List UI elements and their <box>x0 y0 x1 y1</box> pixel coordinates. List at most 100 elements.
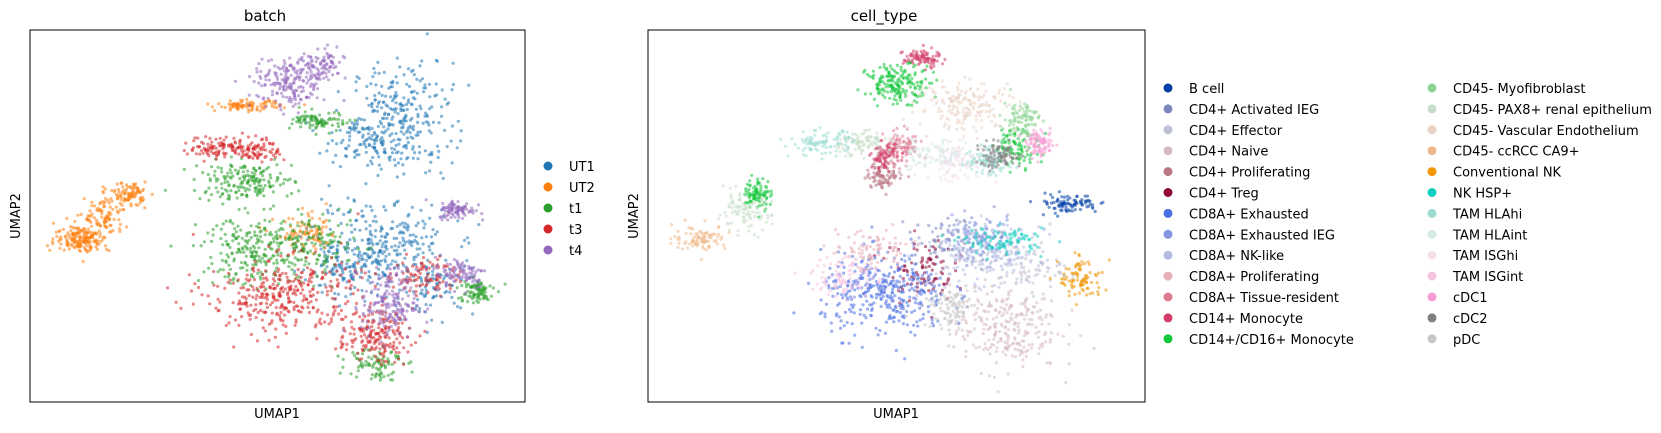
scatter-point <box>207 154 211 158</box>
scatter-point <box>361 296 365 300</box>
scatter-point <box>237 207 241 212</box>
scatter-point <box>88 239 93 244</box>
scatter-point <box>402 172 406 176</box>
scatter-point <box>352 198 356 202</box>
scatter-point <box>249 174 253 178</box>
scatter-point <box>126 185 130 189</box>
scatter-point <box>394 260 398 264</box>
scatter-point <box>425 330 429 334</box>
scatter-point <box>138 191 142 195</box>
scatter-point <box>284 331 288 335</box>
scatter-point <box>945 282 949 286</box>
scatter-point <box>90 212 94 216</box>
scatter-point <box>284 72 288 76</box>
scatter-point <box>1037 352 1041 356</box>
scatter-point <box>1079 334 1083 338</box>
scatter-point <box>112 190 116 194</box>
scatter-point <box>1023 298 1027 302</box>
scatter-point <box>86 227 90 231</box>
scatter-point <box>925 260 929 264</box>
scatter-point <box>85 232 89 236</box>
scatter-point <box>313 242 317 246</box>
scatter-point <box>348 218 352 223</box>
scatter-point <box>824 302 829 306</box>
scatter-point <box>69 229 73 233</box>
scatter-point <box>330 296 335 301</box>
scatter-point <box>299 248 303 252</box>
scatter-point <box>353 227 357 231</box>
scatter-point <box>297 250 301 254</box>
scatter-point <box>880 184 884 188</box>
scatter-point <box>255 286 259 290</box>
scatter-point <box>373 272 377 276</box>
scatter-point <box>324 71 328 75</box>
scatter-point <box>232 183 236 187</box>
scatter-point <box>114 205 118 209</box>
scatter-point <box>377 326 381 330</box>
scatter-point <box>330 256 334 260</box>
scatter-point <box>869 184 873 188</box>
scatter-point <box>138 196 142 200</box>
scatter-point <box>288 82 292 86</box>
scatter-point <box>388 267 392 271</box>
scatter-point <box>98 224 103 228</box>
scatter-point <box>385 240 389 244</box>
scatter-point <box>405 157 409 161</box>
scatter-point <box>393 354 398 358</box>
scatter-point <box>398 304 403 308</box>
scatter-point <box>369 301 373 305</box>
scatter-point <box>321 276 325 280</box>
scatter-point <box>364 343 368 347</box>
scatter-point <box>466 300 470 304</box>
scatter-point <box>360 319 364 324</box>
scatter-point <box>281 290 285 294</box>
scatter-point <box>1030 323 1034 327</box>
scatter-point <box>1003 325 1008 329</box>
scatter-point <box>368 229 372 233</box>
scatter-point <box>985 217 989 222</box>
scatter-point <box>335 45 339 49</box>
scatter-point <box>411 264 415 268</box>
scatter-point <box>341 271 345 275</box>
scatter-point <box>219 227 223 231</box>
scatter-point <box>402 346 406 350</box>
scatter-point <box>206 148 210 152</box>
scatter-point <box>418 334 422 338</box>
scatter-point <box>383 112 387 117</box>
scatter-point <box>440 88 444 92</box>
scatter-point <box>216 165 220 169</box>
scatter-point <box>117 227 122 231</box>
scatter-point <box>252 278 257 282</box>
scatter-point <box>213 169 217 173</box>
scatter-point <box>276 298 280 302</box>
scatter-point <box>374 345 379 349</box>
scatter-point <box>374 257 378 262</box>
scatter-point <box>352 327 356 331</box>
scatter-point <box>357 76 361 80</box>
scatter-point <box>340 264 344 268</box>
scatter-point <box>980 303 984 307</box>
scatter-point <box>425 320 429 324</box>
scatter-point <box>371 365 375 369</box>
scatter-point <box>1002 280 1007 285</box>
scatter-point <box>90 234 94 238</box>
scatter-point <box>396 328 400 332</box>
scatter-point <box>264 148 268 152</box>
scatter-point <box>276 175 280 179</box>
scatter-point <box>452 289 457 294</box>
scatter-point <box>931 324 936 328</box>
scatter-point <box>98 200 102 205</box>
scatter-point <box>977 345 982 349</box>
scatter-point <box>103 224 107 228</box>
scatter-point <box>965 251 969 255</box>
scatter-point <box>1006 372 1010 376</box>
scatter-point <box>1058 271 1062 275</box>
scatter-point <box>324 218 328 222</box>
scatter-point <box>296 258 300 262</box>
scatter-point <box>329 317 333 321</box>
scatter-point <box>967 256 971 260</box>
scatter-point <box>467 241 471 245</box>
scatter-point <box>947 248 951 252</box>
scatter-point <box>311 128 315 133</box>
scatter-point <box>371 145 375 149</box>
